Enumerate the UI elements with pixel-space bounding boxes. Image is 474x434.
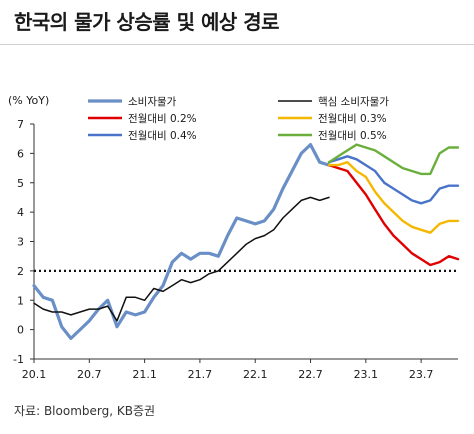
series-line-3 xyxy=(327,160,460,234)
x-tick-label: 20.1 xyxy=(22,368,47,381)
legend-label-4: 전월대비 0.4% xyxy=(128,130,197,142)
chart-title: 한국의 물가 상승률 및 예상 경로 xyxy=(14,10,280,34)
legend-label-0: 소비자물가 xyxy=(128,96,177,108)
y-tick-label: 3 xyxy=(17,236,24,249)
legend-label-2: 전월대비 0.2% xyxy=(128,113,197,125)
y-tick-label: 5 xyxy=(17,177,24,190)
title-divider xyxy=(0,44,474,45)
series-line-2 xyxy=(327,163,460,267)
y-tick-label: 6 xyxy=(17,147,24,160)
y-tick-label: 1 xyxy=(17,294,24,307)
series-line-0 xyxy=(32,143,331,340)
series-line-5 xyxy=(327,143,460,176)
line-chart: (% YoY) -1 0 1 2 3 4 5 6 7 20.1 20.7 21.1 21.7 22.1 22.… xyxy=(8,94,460,381)
series-line-1 xyxy=(33,196,330,322)
y-tick-label: -1 xyxy=(13,353,24,366)
source-note: 자료: Bloomberg, KB증권 xyxy=(14,404,156,418)
x-tick-label: 21.7 xyxy=(188,368,213,381)
x-tick-label: 22.1 xyxy=(243,368,268,381)
y-tick-label: 4 xyxy=(17,206,24,219)
x-tick-label: 23.7 xyxy=(409,368,434,381)
legend-label-1: 핵심 소비자물가 xyxy=(318,96,389,108)
y-axis-label: (% YoY) xyxy=(8,94,49,107)
legend-label-3: 전월대비 0.3% xyxy=(318,113,387,125)
x-tick-label: 21.1 xyxy=(132,368,157,381)
x-tick-label: 22.7 xyxy=(298,368,323,381)
y-tick-label: 7 xyxy=(17,118,24,131)
legend-label-5: 전월대비 0.5% xyxy=(318,130,387,142)
x-tick-label: 23.1 xyxy=(354,368,379,381)
y-tick-label: 2 xyxy=(17,265,24,278)
series-line-4 xyxy=(327,155,460,205)
y-tick-label: 0 xyxy=(17,324,24,337)
x-tick-label: 20.7 xyxy=(77,368,102,381)
